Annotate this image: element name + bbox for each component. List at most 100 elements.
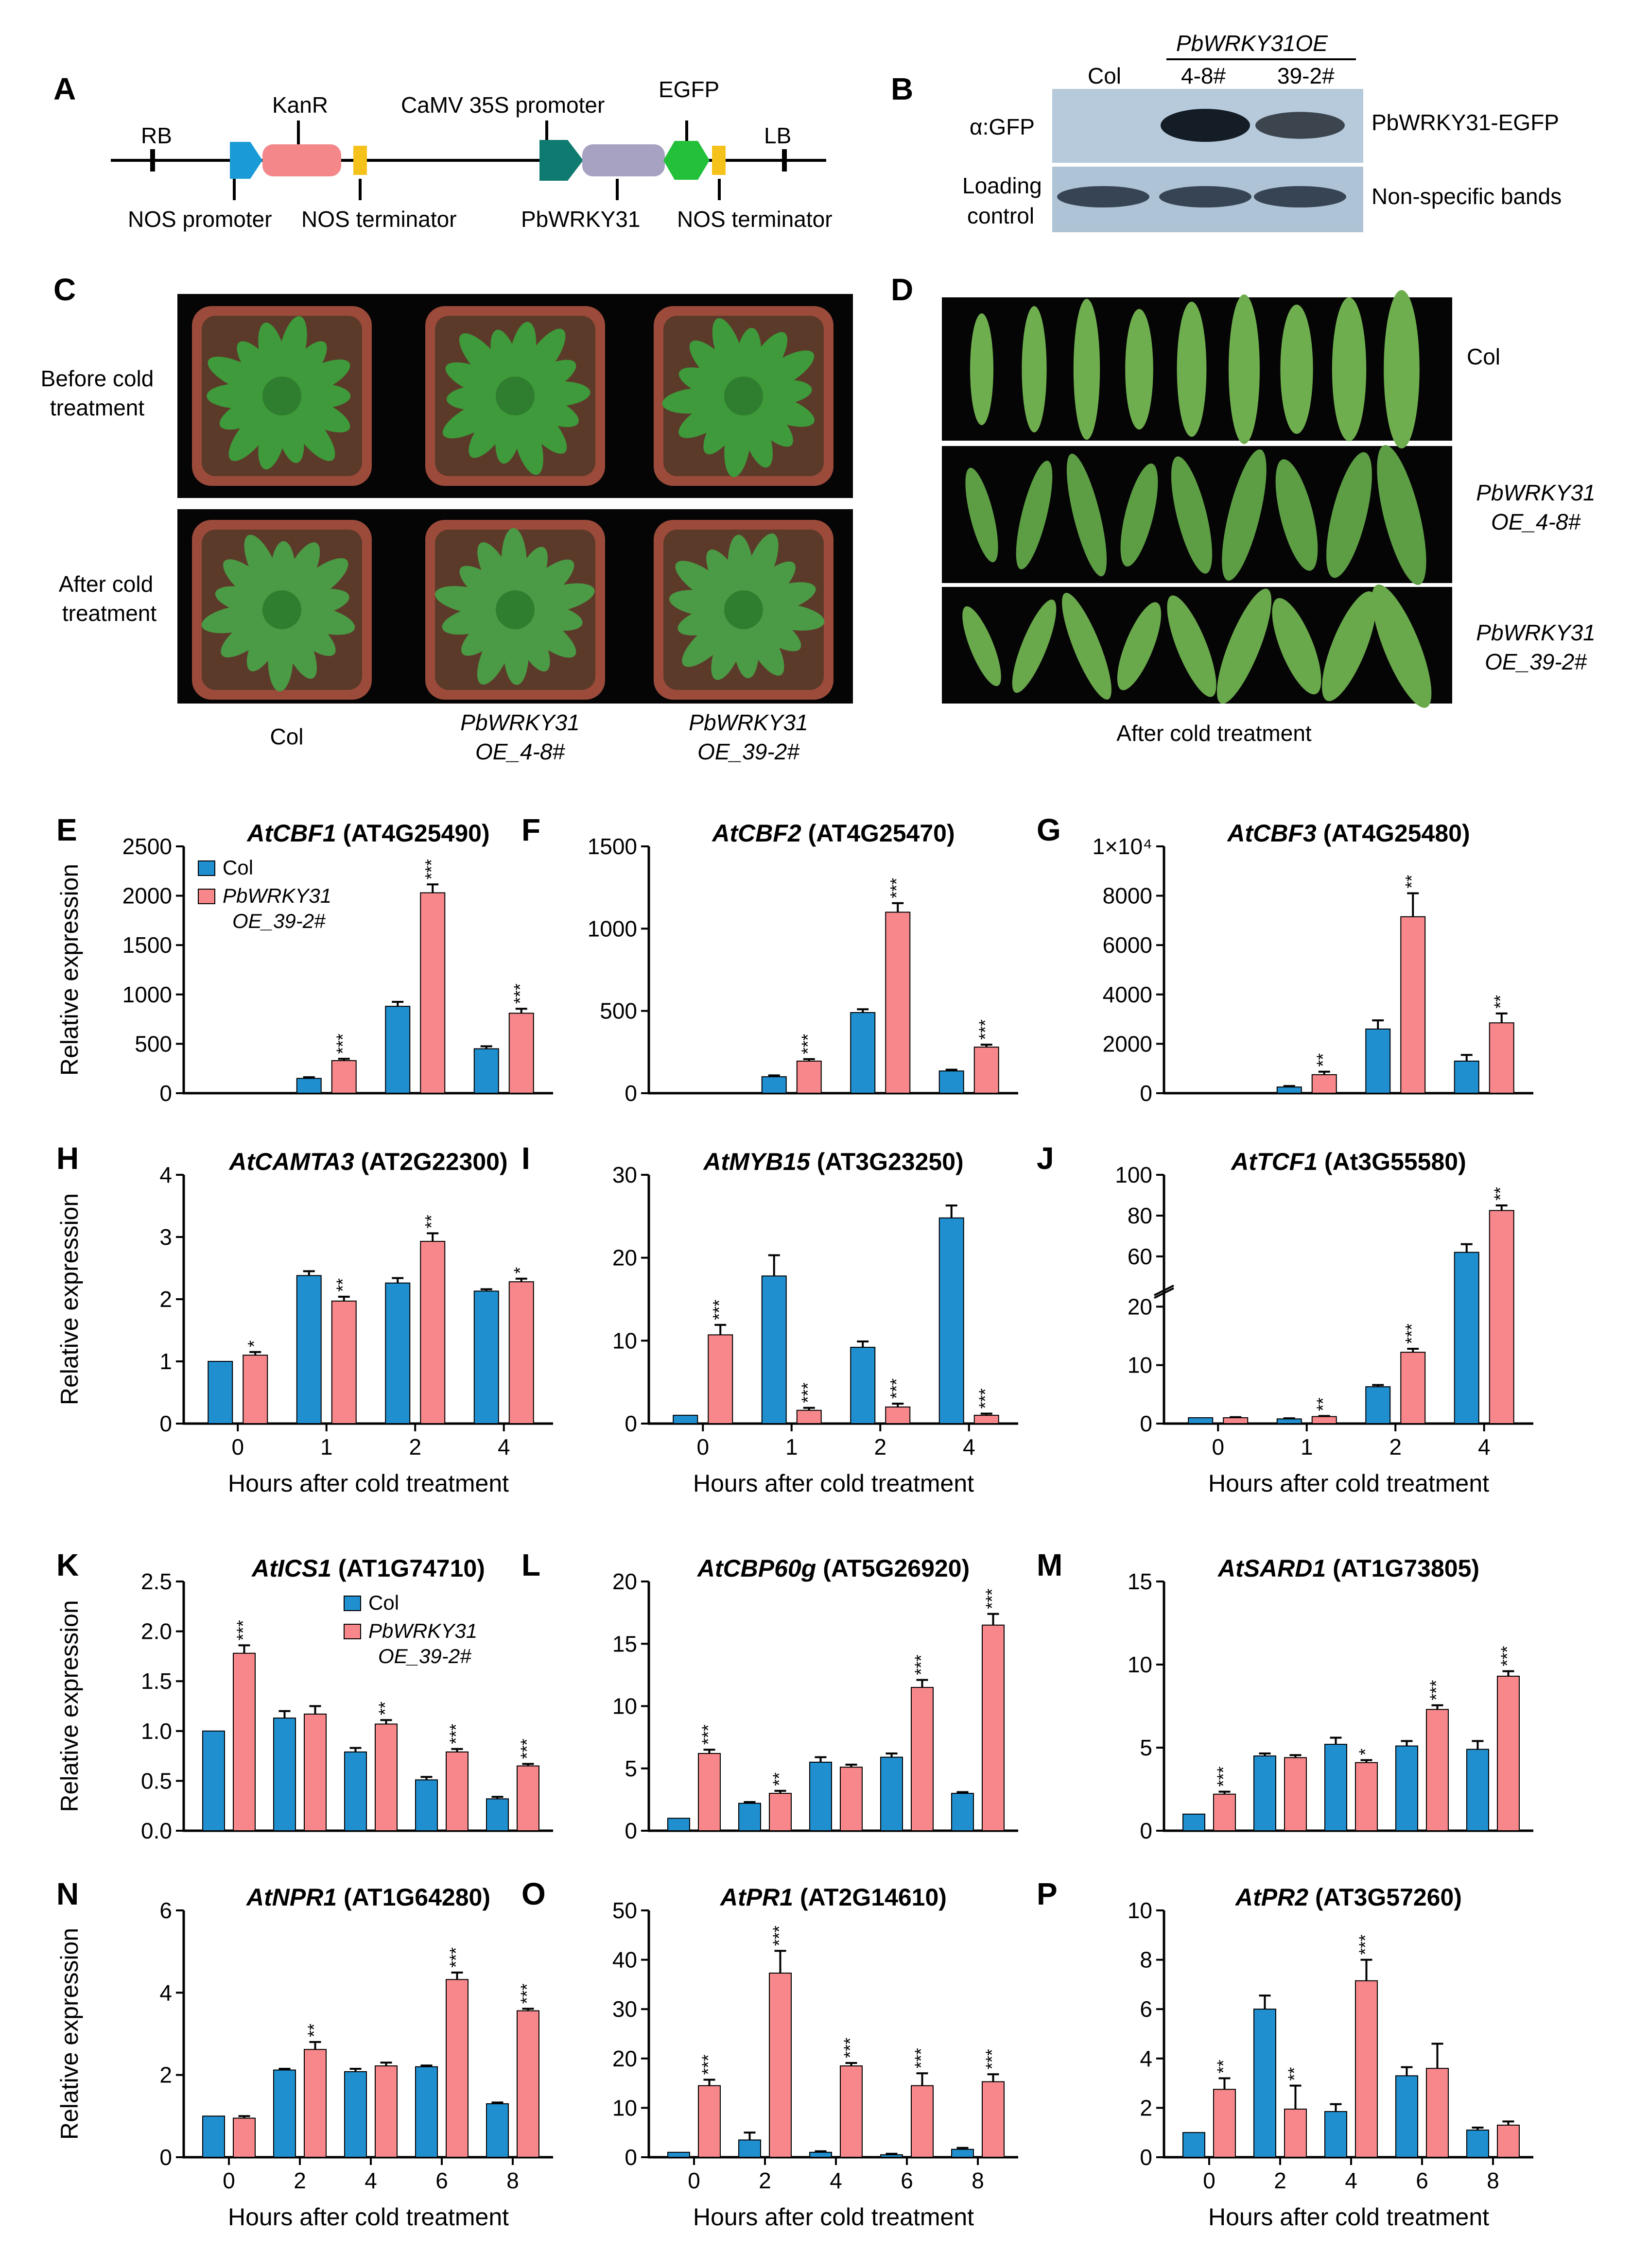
x-tick-label: 4	[830, 2168, 842, 2193]
x-tick-label: 8	[1487, 2168, 1499, 2193]
significance-marker: ***	[911, 2048, 931, 2068]
bar-oe	[331, 1300, 357, 1425]
significance-marker: ***	[982, 1589, 1002, 1609]
x-axis-label: Hours after cold treatment	[228, 1470, 509, 1497]
significance-marker: **	[333, 1278, 353, 1292]
chart-title-locus: (AT3G23250)	[810, 1148, 964, 1175]
bar-oe	[420, 892, 446, 1094]
x-tick-label: 8	[506, 2168, 519, 2193]
panel-letter: I	[521, 1141, 530, 1176]
blot-row1-left-label: α:GFP	[970, 114, 1035, 139]
bar-col	[385, 1006, 411, 1094]
bar-oe	[796, 1409, 822, 1425]
bar-col	[1188, 1417, 1214, 1425]
leaf	[1117, 602, 1162, 690]
panel-letter: F	[521, 812, 540, 847]
leaf	[1326, 452, 1372, 578]
rosette-leaf	[288, 605, 355, 635]
panel-d: D Col PbWRKY31 OE_4-8# PbWRKY31 OE_39-2#…	[891, 272, 1596, 746]
y-tick-label: 30	[612, 1162, 637, 1187]
leaf	[1066, 453, 1107, 577]
bar-col	[938, 1070, 964, 1094]
rosette-leaf	[288, 405, 335, 461]
y-tick-label: 4	[159, 1162, 172, 1187]
x-tick-label: 2	[294, 2168, 306, 2193]
rosette-leaf	[744, 615, 784, 676]
bar-oe	[331, 1060, 357, 1094]
x-tick-label: 4	[365, 2168, 377, 2193]
x-tick-label: 2	[759, 2168, 771, 2193]
bar-oe	[885, 1406, 911, 1425]
chart-title-locus: (AT5G26920)	[816, 1555, 970, 1582]
y-tick-label: 6	[159, 1898, 172, 1923]
significance-marker: ***	[333, 1033, 353, 1054]
bar-col	[880, 1756, 903, 1832]
bar-oe	[1426, 1709, 1449, 1832]
y-tick-label: 60	[1128, 1244, 1152, 1269]
rosette-leaf	[519, 559, 574, 607]
rosette-leaf	[522, 381, 590, 407]
bar-oe	[796, 1060, 822, 1094]
y-tick-label: 6	[1140, 1996, 1152, 2022]
bar-col	[667, 2151, 690, 2158]
rosette-leaf	[750, 393, 815, 427]
nos-terminator-1-box	[353, 146, 367, 175]
panel-letter: E	[56, 812, 77, 847]
bar-oe	[517, 1765, 539, 1832]
y-tick-label: 0.0	[141, 1818, 172, 1843]
chart-title: AtCBF2 (AT4G25470)	[711, 820, 955, 847]
legend-label-oe-1: PbWRKY31	[368, 1619, 477, 1642]
leaf	[1322, 591, 1376, 701]
row-label-before-2: treatment	[50, 395, 145, 420]
significance-marker: **	[421, 1215, 441, 1228]
bar-oe	[1213, 2089, 1236, 2158]
blot-bands	[1057, 109, 1346, 207]
y-tick-label: 0	[159, 2145, 172, 2170]
chart-title: AtPR2 (AT3G57260)	[1234, 1884, 1462, 1911]
chart-title: AtCAMTA3 (AT2G22300)	[228, 1148, 507, 1175]
significance-marker: *	[510, 1267, 530, 1274]
y-tick-label: 1.0	[141, 1718, 172, 1744]
y-tick-label: 15	[612, 1631, 637, 1656]
chart-panel-h: H AtCAMTA3 (AT2G22300) 0 1 2 3 4 Relative expre…	[56, 1141, 553, 1497]
bar-col	[208, 1361, 233, 1424]
panel-letter: G	[1037, 812, 1061, 847]
bar-col	[1182, 1813, 1205, 1832]
significance-marker: ***	[1497, 1646, 1517, 1667]
rosette-leaf	[281, 542, 320, 604]
bar-col	[809, 1761, 832, 1832]
blot-band-row1	[1161, 109, 1250, 142]
chart-title: AtCBP60g (AT5G26920)	[696, 1555, 970, 1582]
bar-col	[809, 2151, 832, 2158]
significance-marker: ***	[517, 1738, 537, 1759]
legend-label-oe-1: PbWRKY31	[223, 884, 331, 907]
significance-marker: **	[1214, 2060, 1233, 2073]
leaf	[1073, 299, 1100, 440]
leaf	[1016, 461, 1053, 569]
leaf	[1229, 294, 1260, 444]
rosette-center	[724, 377, 763, 415]
y-tick-label: 0	[1140, 1818, 1152, 1843]
significance-marker: ***	[421, 859, 441, 879]
lb-label: LB	[764, 123, 791, 148]
chart-title-locus: (AT2G22300)	[354, 1148, 508, 1175]
pbwrky31-gene-box	[582, 144, 665, 176]
significance-marker: **	[1402, 875, 1422, 888]
y-tick-label: 2000	[1103, 1031, 1152, 1056]
legend-swatch-col	[198, 860, 215, 876]
leaf	[1372, 584, 1432, 708]
axis-break-mark	[1154, 1285, 1174, 1296]
x-tick-label: 1	[320, 1434, 333, 1460]
y-tick-label: 2	[159, 1287, 172, 1312]
x-tick-label: 4	[498, 1434, 510, 1460]
chart-panel-e: E AtCBF1 (AT4G25490) 0 500 1000 1500 2000 2500 R…	[56, 812, 553, 1106]
col-label-39-2-1: PbWRKY31	[689, 710, 808, 735]
bar-col	[296, 1275, 322, 1425]
bar-col	[951, 1793, 974, 1832]
bar-oe	[973, 1414, 999, 1425]
x-tick-label: 4	[1478, 1434, 1491, 1460]
leaf	[962, 606, 1001, 687]
significance-marker: ***	[886, 1378, 906, 1399]
rosette-leaf	[521, 328, 566, 386]
bar-col	[1324, 2111, 1347, 2158]
